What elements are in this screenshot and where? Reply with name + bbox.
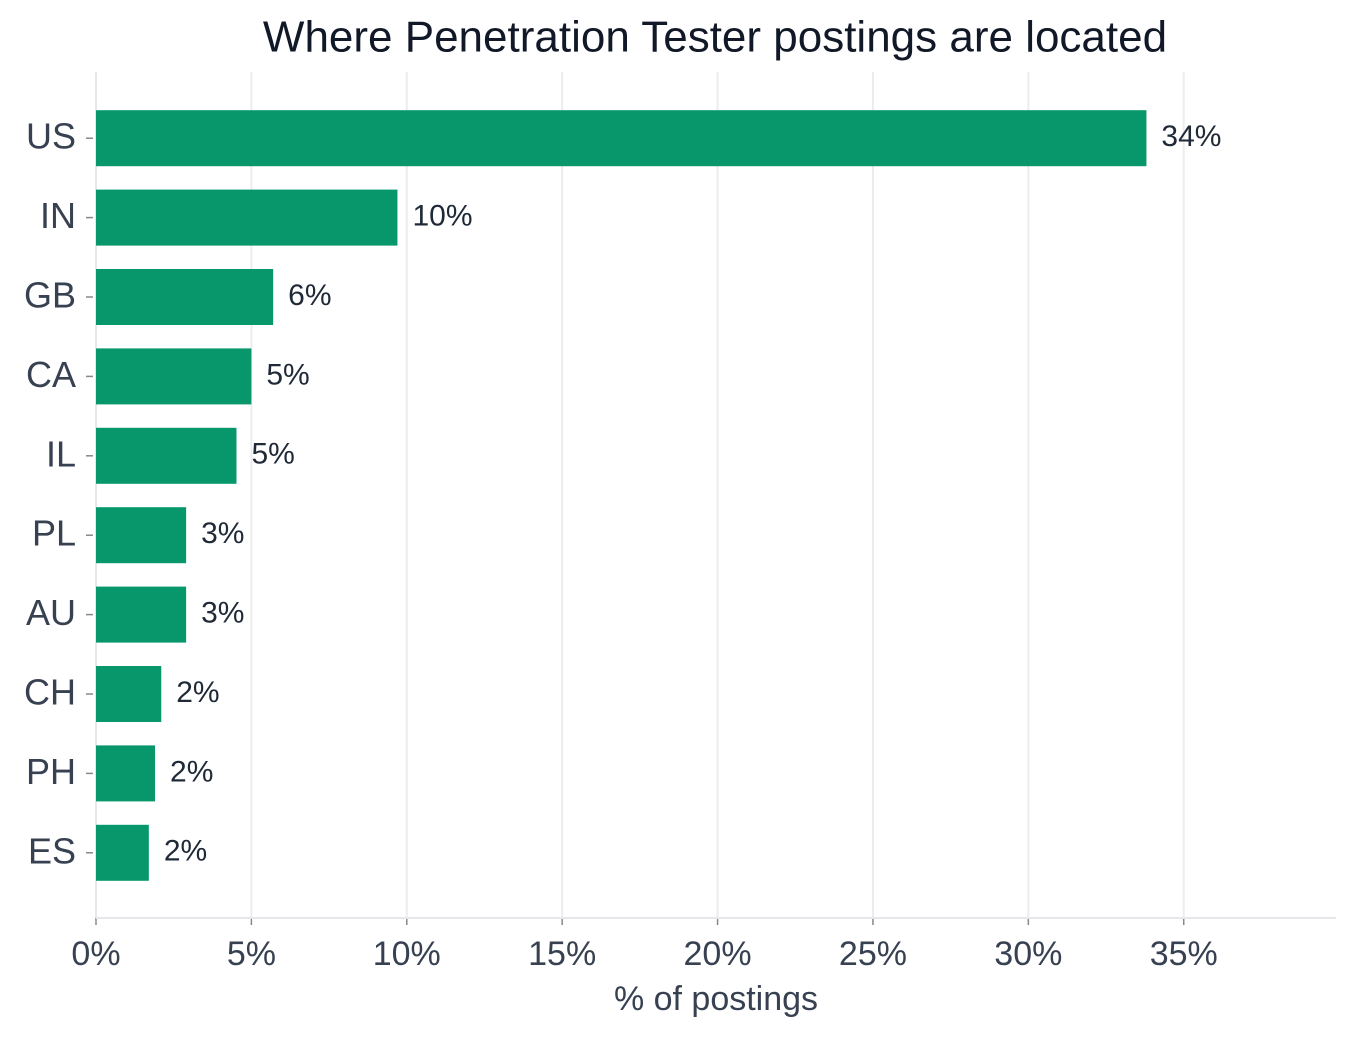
value-label: 6% xyxy=(288,279,331,312)
bar xyxy=(96,189,398,246)
y-tick-label: PL xyxy=(32,513,76,554)
value-label: 5% xyxy=(251,438,294,471)
y-tick-label: ES xyxy=(28,830,76,871)
x-tick-label: 20% xyxy=(684,935,752,973)
y-tick-label: PH xyxy=(26,751,76,792)
x-tick-label: 10% xyxy=(373,935,441,973)
x-tick-label: 25% xyxy=(839,935,907,973)
x-tick-label: 35% xyxy=(1150,935,1218,973)
x-tick-label: 15% xyxy=(528,935,596,973)
bar xyxy=(96,269,274,325)
y-tick-label: US xyxy=(26,116,76,157)
x-tick-label: 5% xyxy=(227,935,276,973)
value-label: 3% xyxy=(201,597,244,630)
y-tick-label: CH xyxy=(24,672,76,713)
bar xyxy=(96,666,162,722)
x-tick-label: 0% xyxy=(71,935,120,973)
bar xyxy=(96,507,187,564)
value-label: 2% xyxy=(164,835,207,868)
bar xyxy=(96,348,252,405)
value-label: 3% xyxy=(201,517,244,550)
value-label: 34% xyxy=(1161,120,1221,153)
chart-title: Where Penetration Tester postings are lo… xyxy=(263,13,1167,62)
bar xyxy=(96,110,1147,167)
y-tick-label: GB xyxy=(24,275,76,316)
bar xyxy=(96,824,149,881)
value-label: 2% xyxy=(170,755,213,788)
y-tick-label: IL xyxy=(46,433,76,474)
y-tick-label: CA xyxy=(26,354,76,395)
bar xyxy=(96,427,237,484)
y-tick-label: IN xyxy=(40,195,76,236)
value-label: 2% xyxy=(176,676,219,709)
bar xyxy=(96,586,187,643)
y-tick-label: AU xyxy=(26,592,76,633)
x-tick-label: 30% xyxy=(994,935,1062,973)
bar xyxy=(96,745,156,802)
value-label: 5% xyxy=(266,358,309,391)
x-axis-title: % of postings xyxy=(614,980,818,1018)
value-label: 10% xyxy=(412,200,472,233)
